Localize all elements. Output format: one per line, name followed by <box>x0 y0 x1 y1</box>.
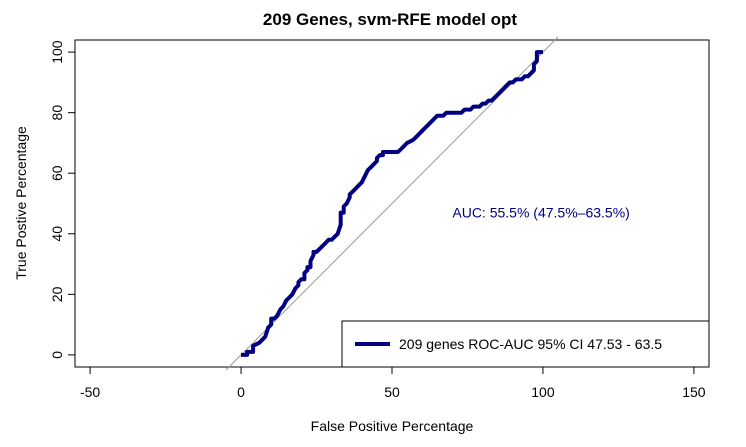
x-axis-label: False Positive Percentage <box>311 418 474 434</box>
y-axis: 0 20 40 60 80 100 <box>49 40 76 359</box>
reference-diagonal <box>225 36 559 371</box>
y-tick-label: 80 <box>49 105 65 121</box>
legend-entry-label: 209 genes ROC-AUC 95% CI 47.53 - 63.5 <box>399 336 662 352</box>
legend-box <box>341 320 710 368</box>
series-layer <box>225 36 559 371</box>
legend: 209 genes ROC-AUC 95% CI 47.53 - 63.5 <box>341 320 710 368</box>
auc-annotation: AUC: 55.5% (47.5%–63.5%) <box>452 205 629 221</box>
y-axis-label: True Postive Percentage <box>13 126 29 280</box>
x-tick-label: 100 <box>531 384 555 400</box>
x-tick-label: 0 <box>237 384 245 400</box>
x-tick-label: -50 <box>80 384 100 400</box>
y-tick-label: 40 <box>49 226 65 242</box>
roc-curve <box>241 50 543 357</box>
chart-title: 209 Genes, svm-RFE model opt <box>263 10 517 29</box>
y-tick-label: 0 <box>49 351 65 359</box>
y-tick-label: 60 <box>49 165 65 181</box>
x-axis: -50 0 50 100 150 <box>80 366 706 400</box>
x-tick-label: 150 <box>682 384 706 400</box>
x-tick-label: 50 <box>384 384 400 400</box>
y-tick-label: 100 <box>49 40 65 64</box>
y-tick-label: 20 <box>49 286 65 302</box>
